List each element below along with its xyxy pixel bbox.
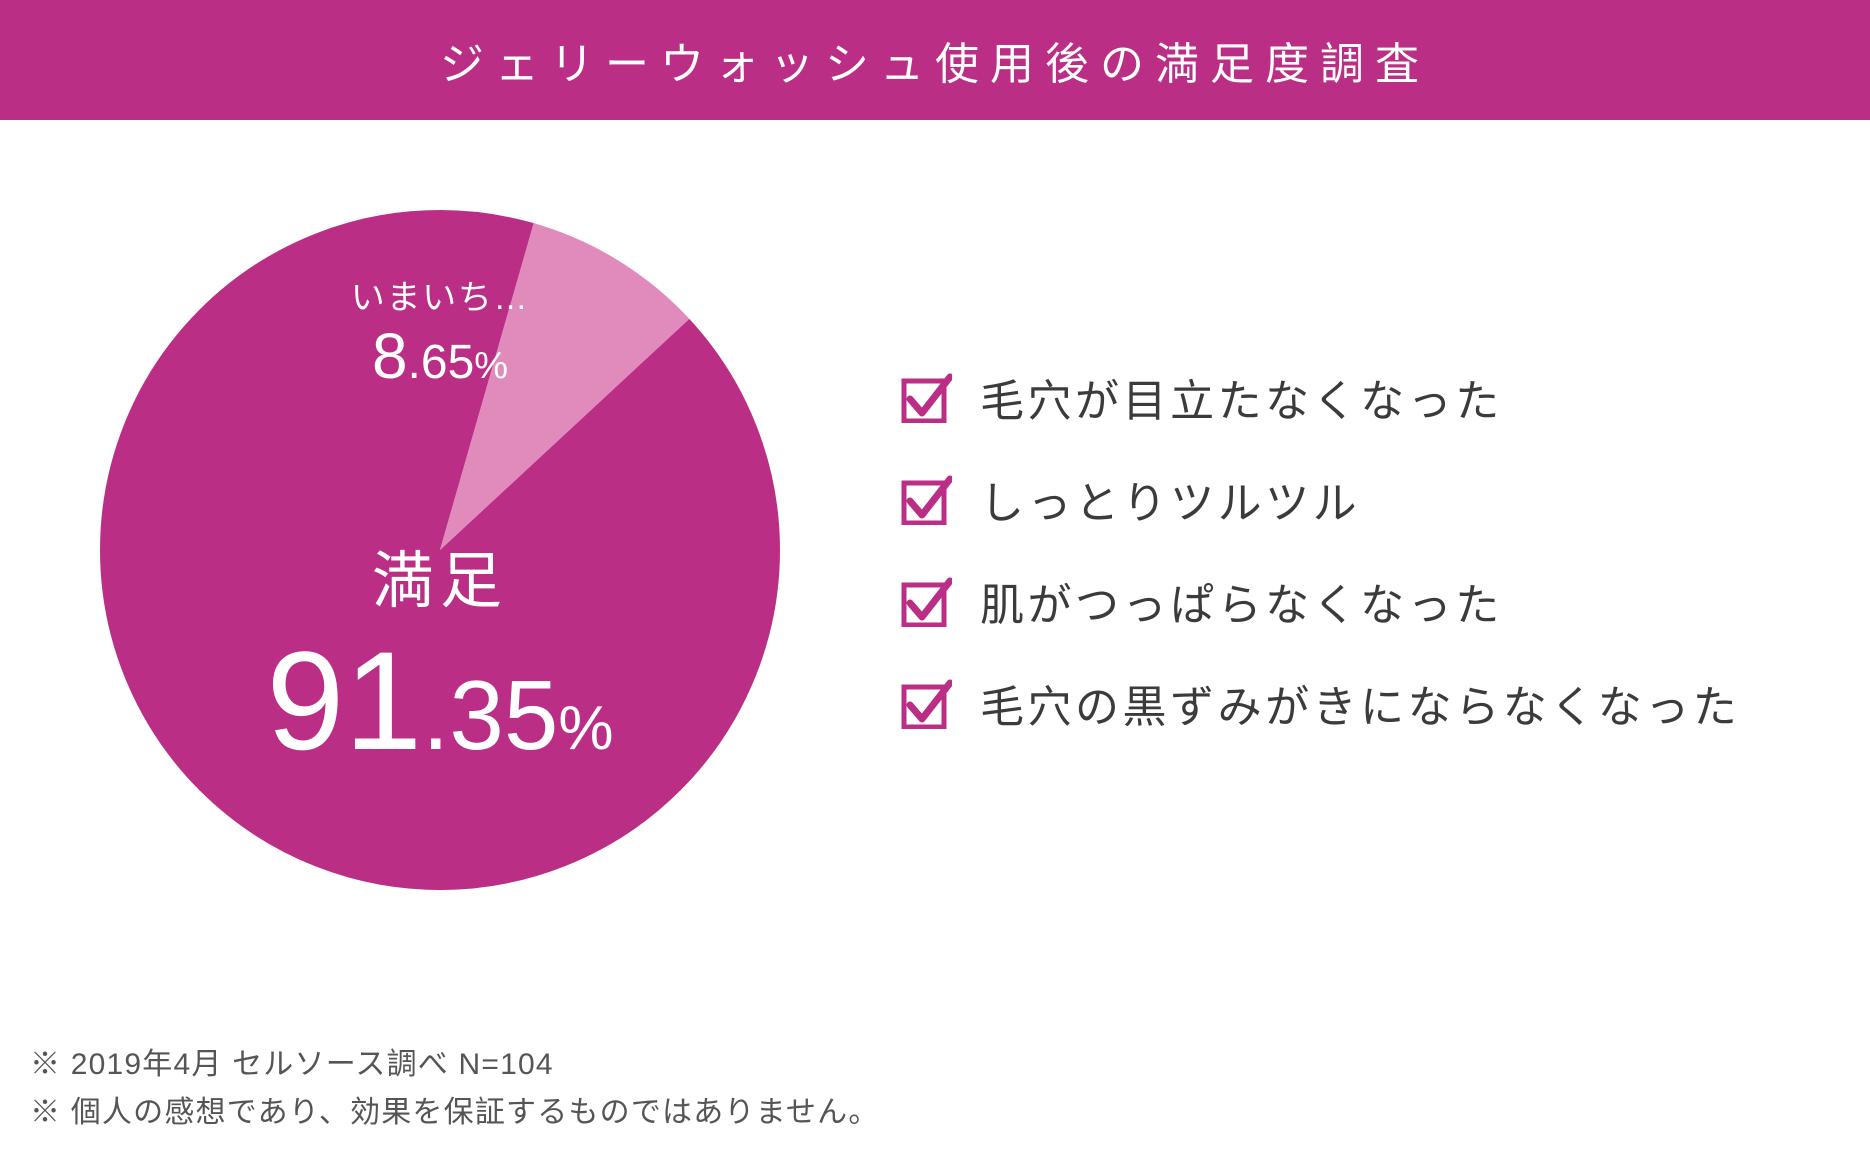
bullet-text: 毛穴が目立たなくなった xyxy=(980,365,1503,429)
bullet-item: 毛穴の黒ずみがきにならなくなった xyxy=(900,671,1740,735)
bullet-item: 肌がつっぱらなくなった xyxy=(900,569,1740,633)
bullet-list: 毛穴が目立たなくなった しっとりツルツル 肌がつっぱらなくなった 毛穴の黒ずみが… xyxy=(900,365,1740,735)
pie-label-unsatisfied: いまいち… 8.65% xyxy=(290,270,590,393)
bullet-text: しっとりツルツル xyxy=(980,467,1360,531)
bullet-text: 肌がつっぱらなくなった xyxy=(980,569,1503,633)
bullet-item: しっとりツルツル xyxy=(900,467,1740,531)
pie-label-satisfied: 満足 91.35% xyxy=(140,530,740,782)
pie-chart: いまいち… 8.65% 満足 91.35% xyxy=(100,210,780,890)
content-area: いまいち… 8.65% 満足 91.35% 毛穴が目立たなくなった しっ xyxy=(0,120,1870,930)
bullet-text: 毛穴の黒ずみがきにならなくなった xyxy=(980,671,1740,735)
checkbox-icon xyxy=(900,473,952,525)
pie-label-satisfied-pct: 91.35% xyxy=(140,620,740,782)
bullet-item: 毛穴が目立たなくなった xyxy=(900,365,1740,429)
checkbox-icon xyxy=(900,575,952,627)
checkbox-icon xyxy=(900,677,952,729)
pie-label-unsatisfied-pct: 8.65% xyxy=(290,319,590,393)
pie-label-unsatisfied-name: いまいち… xyxy=(290,270,590,319)
pie-label-satisfied-name: 満足 xyxy=(140,530,740,620)
footnote-line: ※ 個人の感想であり、効果を保証するものではありません。 xyxy=(30,1089,880,1137)
header-title: ジェリーウォッシュ使用後の満足度調査 xyxy=(440,28,1430,92)
footnotes: ※ 2019年4月 セルソース調べ N=104 ※ 個人の感想であり、効果を保証… xyxy=(30,1041,880,1137)
checkbox-icon xyxy=(900,371,952,423)
header-bar: ジェリーウォッシュ使用後の満足度調査 xyxy=(0,0,1870,120)
footnote-line: ※ 2019年4月 セルソース調べ N=104 xyxy=(30,1041,880,1089)
